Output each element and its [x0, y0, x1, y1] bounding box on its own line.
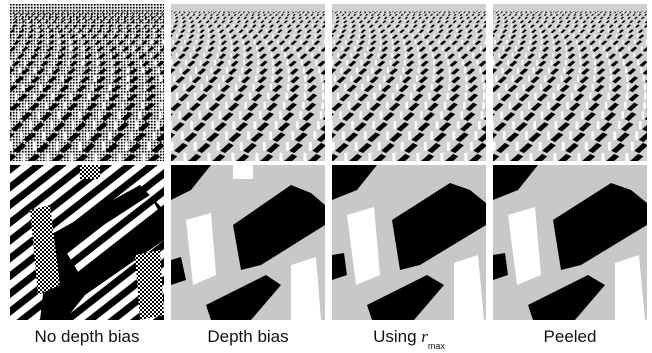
overview-using-rmax [332, 4, 486, 161]
closeup-peeled [493, 165, 647, 320]
closeup-peeled-image [493, 165, 647, 320]
overview-no-depth-bias-image [10, 4, 164, 161]
caption-using-rmax-var: r [421, 327, 428, 346]
caption-using-rmax-sub: max [428, 341, 445, 351]
closeup-depth-bias-image [171, 165, 325, 320]
overview-peeled-image [493, 4, 647, 161]
overview-depth-bias-image [171, 4, 325, 161]
closeup-using-rmax [332, 165, 486, 320]
closeup-depth-bias [171, 165, 325, 320]
overview-no-depth-bias [10, 4, 164, 161]
overview-using-rmax-image [332, 4, 486, 161]
caption-using-rmax: Using rmax [328, 327, 490, 353]
caption-no-depth-bias: No depth bias [6, 327, 168, 347]
overview-peeled [493, 4, 647, 161]
closeup-no-depth-bias [10, 165, 164, 320]
caption-depth-bias: Depth bias [167, 327, 329, 347]
closeup-no-depth-bias-image [10, 165, 164, 320]
caption-peeled: Peeled [489, 327, 651, 347]
caption-using-rmax-prefix: Using [373, 327, 421, 346]
overview-depth-bias [171, 4, 325, 161]
closeup-using-rmax-image [332, 165, 486, 320]
